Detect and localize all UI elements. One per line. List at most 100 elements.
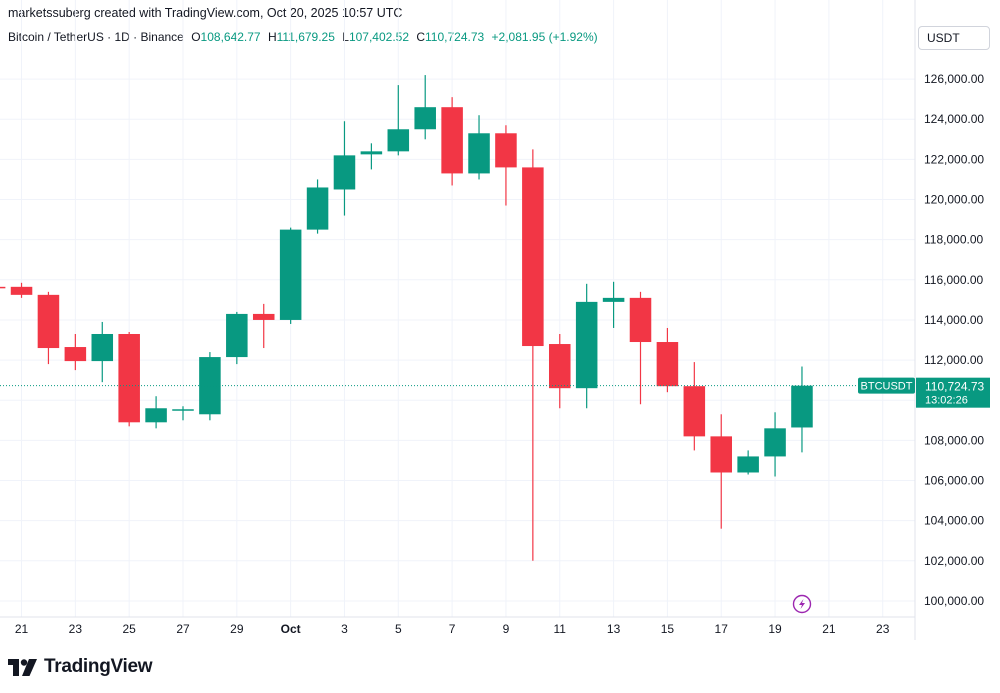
price-tick-label: 122,000.00 [924,152,984,166]
candle [360,143,383,170]
candle [279,227,302,324]
candle [306,179,329,234]
price-tag-symbol-bg [858,377,915,394]
candle-body [64,347,87,362]
currency-button[interactable]: USDT [918,26,990,50]
time-tick-label: 29 [230,622,244,636]
candles [0,75,813,561]
time-tick-label: 13 [607,622,621,636]
price-tag-symbol: BTCUSDT [861,381,913,393]
candle-body [602,297,625,302]
candle [145,396,167,429]
time-tick-label: 7 [449,622,456,636]
price-tick-label: 104,000.00 [924,514,984,528]
candle [602,281,625,328]
price-tick-label: 108,000.00 [924,433,984,447]
time-tick-label: 27 [176,622,190,636]
price-tick-label: 124,000.00 [924,112,984,126]
candle-body [172,409,194,411]
price-tick-label: 126,000.00 [924,72,984,86]
candle-body [118,333,140,423]
candle [252,303,275,349]
candle-body [764,428,786,457]
candle-body [360,151,383,155]
candle-body [37,294,60,349]
time-tick-label: Oct [281,622,301,636]
time-tick-label: 3 [341,622,348,636]
candle-body [279,229,302,320]
price-tag-value: 110,724.73 [925,380,984,394]
candle-body [0,286,6,289]
high-value: 111,679.25 [276,30,335,44]
symbol-title: Bitcoin / TetherUS · 1D · Binance [8,30,184,44]
candle-body [495,133,517,168]
brand-name: TradingView [44,656,153,677]
candle [575,283,598,409]
candle [226,311,248,365]
time-tick-label: 5 [395,622,402,636]
low-value: 107,402.52 [348,30,409,44]
candle-body [91,333,114,362]
price-tick-label: 112,000.00 [924,353,983,367]
candle [468,115,490,180]
candle-body [10,286,33,295]
time-tick-label: 19 [768,622,782,636]
candle-body [441,107,463,174]
symbol-legend: Bitcoin / TetherUS · 1D · Binance O108,6… [8,30,598,44]
candle [10,282,33,298]
candle-body [522,167,544,347]
candle [91,321,114,383]
candle-body [549,344,571,389]
tradingview-logo-icon [8,658,37,676]
candle [387,85,410,156]
candle [0,286,6,289]
candle-body [333,155,356,190]
time-tick-label: 21 [15,622,29,636]
candle-body [387,129,410,152]
candle [37,291,60,365]
candle-body [656,342,679,387]
candle-body [199,357,221,415]
price-tick-label: 100,000.00 [924,594,984,608]
low-label: L [342,30,349,44]
candle [737,450,759,475]
price-tick-label: 118,000.00 [924,233,983,247]
candle [656,327,679,393]
candle-body [575,301,598,389]
candle [683,362,706,451]
candle [333,121,356,216]
candle-body [252,313,275,320]
price-tick-label: 114,000.00 [924,313,983,327]
candle [710,414,732,529]
candle [172,406,194,421]
candle [118,331,140,427]
candle-body [414,107,436,130]
change-value: +2,081.95 (+1.92%) [491,30,598,44]
candle [64,333,87,371]
candle-body [791,385,813,428]
price-tick-label: 120,000.00 [924,193,984,207]
candle-body [683,386,706,437]
time-tick-label: 21 [822,622,836,636]
time-tick-label: 25 [122,622,136,636]
candle [414,75,436,140]
lightning-icon[interactable] [792,594,812,614]
time-tick-label: 9 [503,622,510,636]
attribution-text: marketssuberg created with TradingView.c… [8,6,403,20]
close-label: C [416,30,426,44]
time-tick-label: 15 [661,622,675,636]
tradingview-brand[interactable]: TradingView [8,656,153,678]
candle-body [710,436,732,473]
price-axis-labels: 100,000.00 102,000.00 104,000.00 106,000.00… [924,72,984,608]
candle-body [629,297,652,343]
candle-body [468,133,490,174]
candle [764,412,786,477]
close-value: 110,724.73 [425,30,485,44]
candle [549,333,571,409]
candle [495,125,517,206]
last-price-tag: BTCUSDT 110,724.73 13:02:26 [858,377,990,408]
candle [629,291,652,405]
high-label: H [267,30,277,44]
time-tick-label: 23 [876,622,890,636]
